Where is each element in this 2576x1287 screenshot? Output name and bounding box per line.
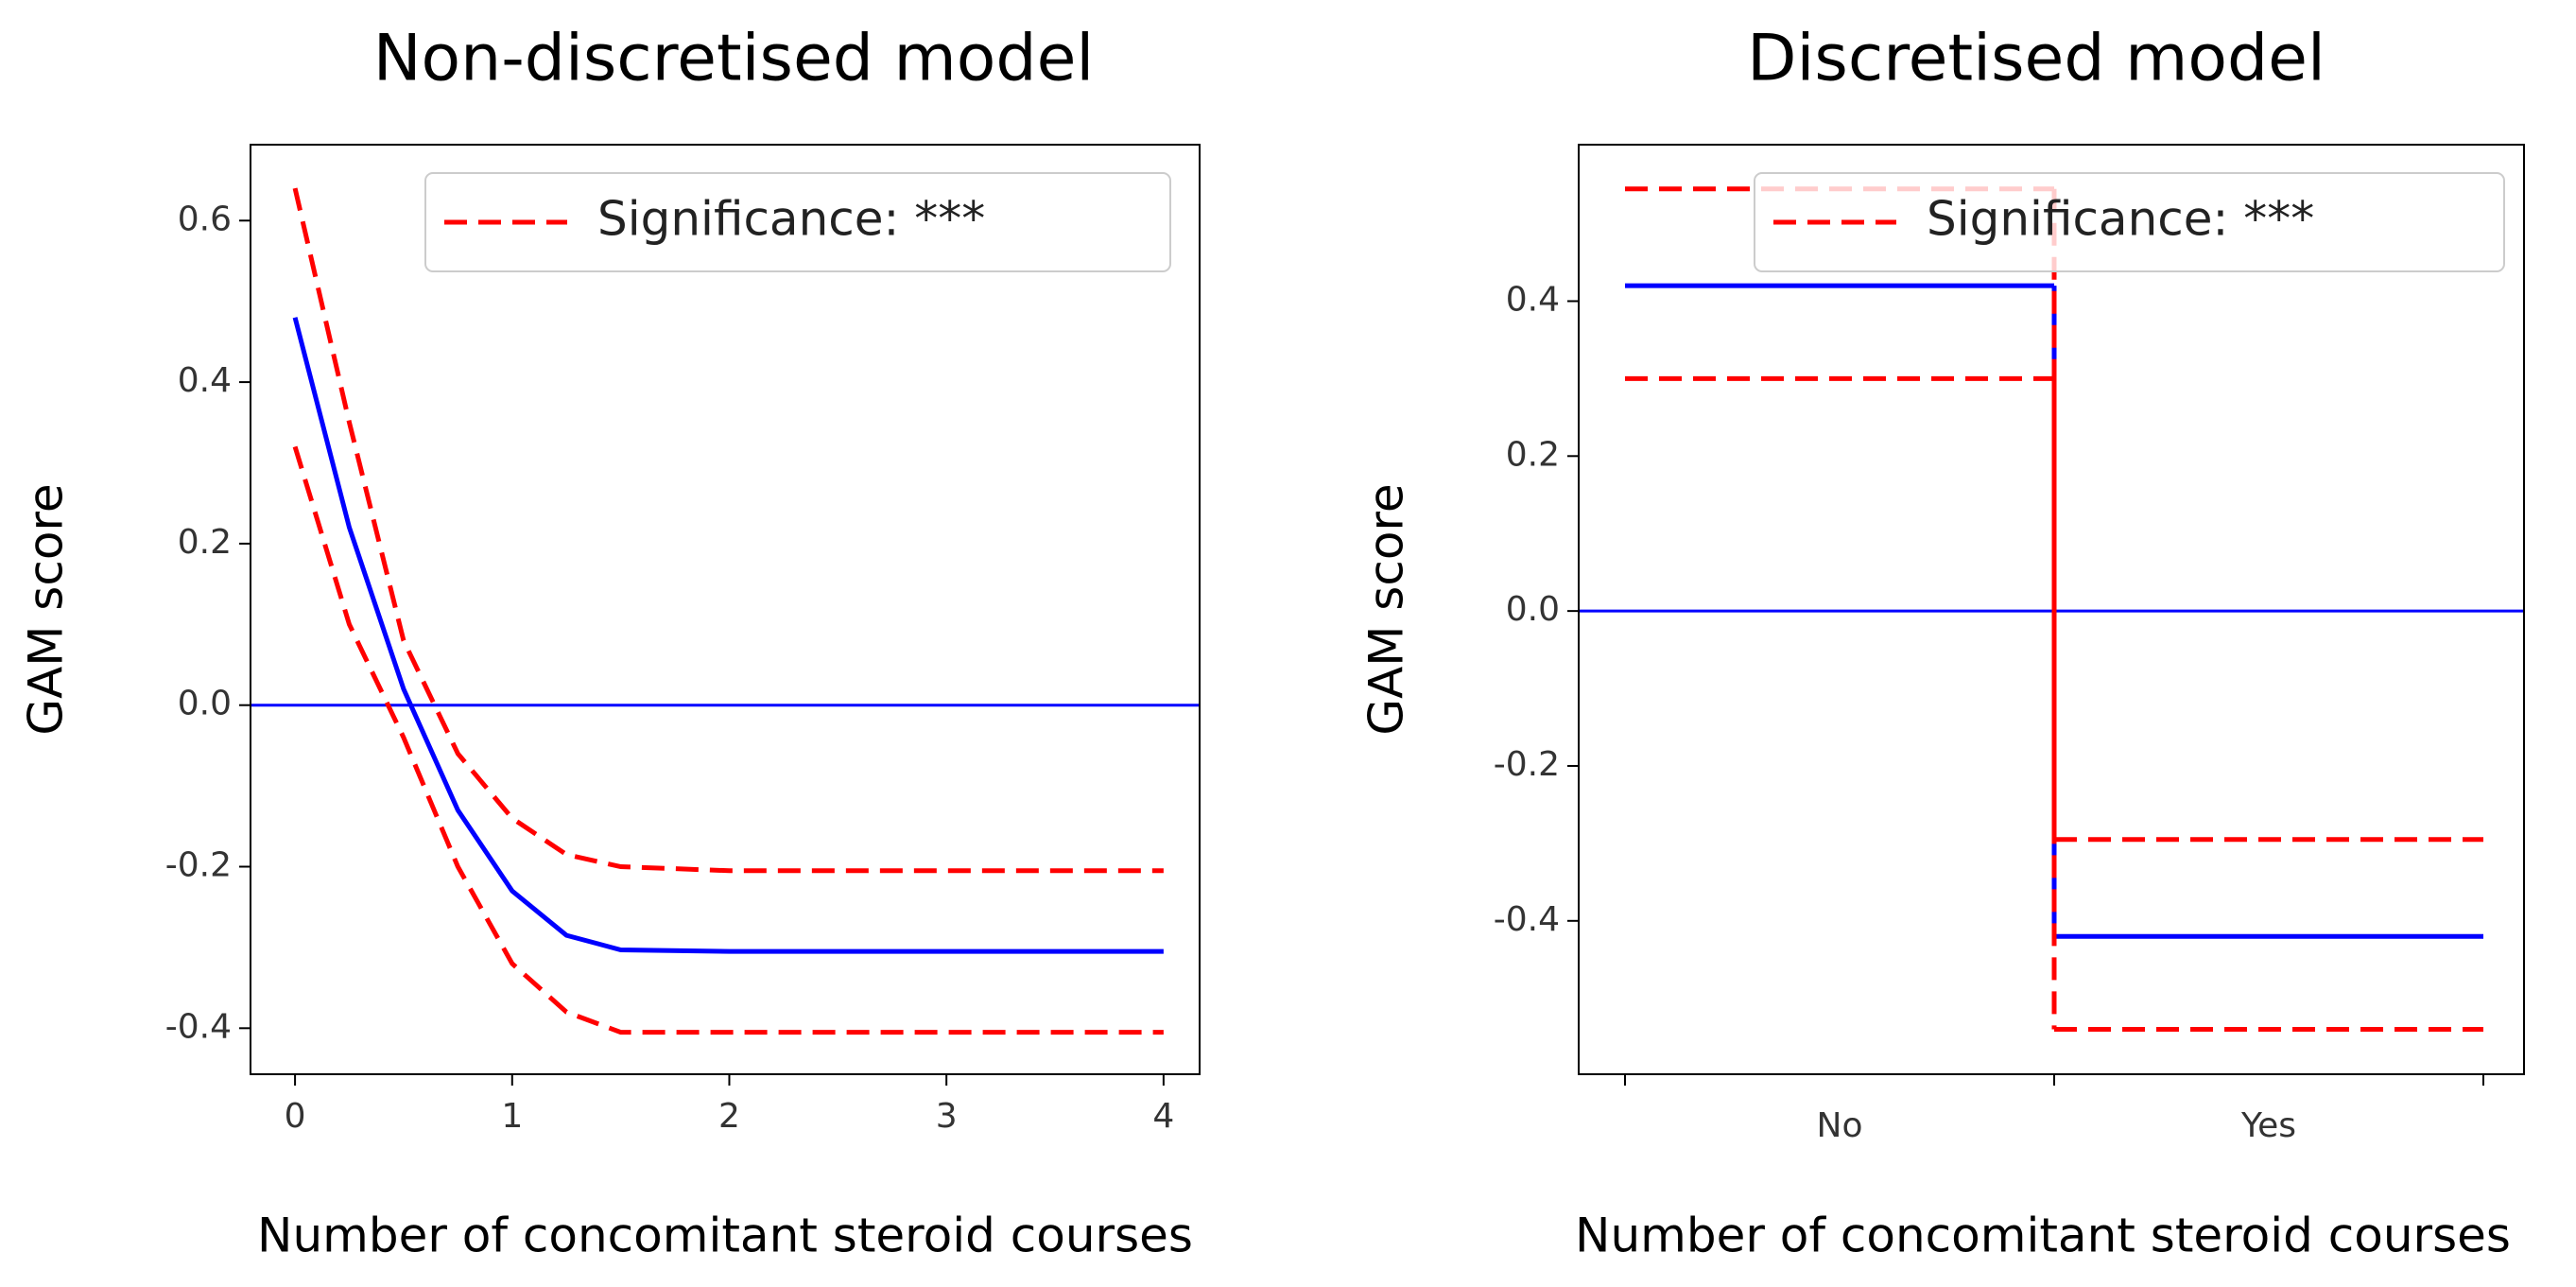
y-tick-label: 0.4	[1506, 280, 1560, 319]
series-line	[292, 317, 1164, 954]
chart-title: Non-discretised model	[373, 22, 1095, 96]
y-tick-label: -0.4	[165, 1007, 232, 1046]
y-tick-label: -0.4	[1494, 900, 1560, 939]
x-axis-label: Number of concomitant steroid courses	[257, 1209, 1193, 1263]
legend-label: Significance: ***	[1927, 192, 2314, 247]
y-tick-label: -0.2	[165, 846, 232, 885]
x-tick-label: 2	[718, 1097, 740, 1136]
chart-title: Discretised model	[1747, 22, 2325, 96]
y-tick-label: 0.2	[1506, 435, 1560, 474]
legend-box	[424, 172, 1171, 272]
x-axis-label: Number of concomitant steroid courses	[1575, 1209, 2511, 1263]
y-tick-label: 0.0	[1506, 590, 1560, 629]
axes-frame	[250, 144, 1201, 1075]
legend: Significance: ***	[1754, 172, 2505, 272]
plot-area	[251, 187, 1200, 1035]
plot-area	[1579, 186, 2524, 1032]
y-axis-label: GAM score	[19, 483, 74, 735]
y-tick-label: 0.4	[178, 361, 232, 400]
series-line	[292, 187, 1164, 874]
x-tick-label: 0	[285, 1097, 306, 1136]
y-axis-label: GAM score	[1359, 483, 1414, 735]
legend-label: Significance: ***	[597, 192, 985, 247]
x-tick-label: 1	[501, 1097, 523, 1136]
x-tick-label: 3	[936, 1097, 958, 1136]
x-tick-label: No	[1817, 1106, 1863, 1145]
legend: Significance: ***	[424, 172, 1171, 272]
x-tick-label: Yes	[2240, 1106, 2296, 1145]
y-tick-label: 0.6	[178, 200, 232, 238]
axes-frame	[1578, 144, 2525, 1075]
series-line	[292, 445, 1164, 1035]
y-tick-label: 0.2	[178, 523, 232, 562]
y-tick-label: -0.2	[1494, 745, 1560, 784]
legend-box	[1754, 172, 2505, 272]
y-tick-label: 0.0	[178, 685, 232, 723]
x-tick-label: 4	[1152, 1097, 1174, 1136]
